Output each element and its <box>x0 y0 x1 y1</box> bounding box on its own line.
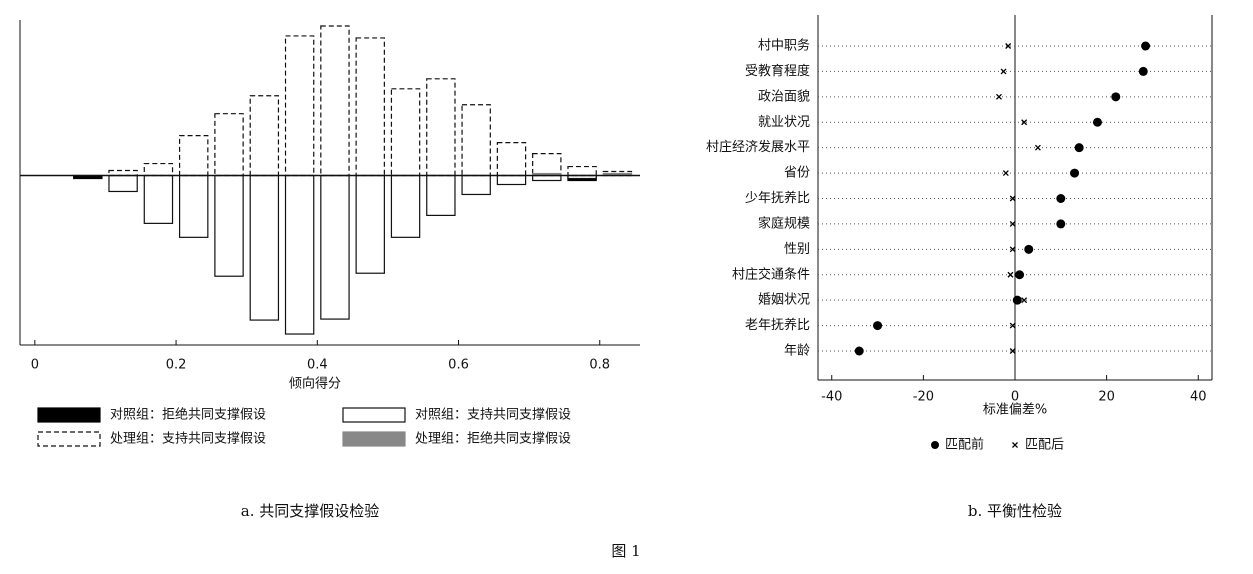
x-tick-label: 40 <box>1190 390 1207 405</box>
y-tick-label: 老年抚养比 <box>745 317 810 333</box>
point <box>1009 348 1016 354</box>
y-tick-label: 政治面貌 <box>758 89 810 104</box>
x-tick-label: 0.6 <box>448 358 469 373</box>
y-tick-label: 受教育程度 <box>745 63 810 79</box>
point <box>1070 168 1080 178</box>
legend-label: 对照组：拒绝共同支撑假设 <box>110 407 266 423</box>
bar <box>532 152 562 177</box>
y-tick-label: 性别 <box>784 242 810 257</box>
legend-swatch <box>37 407 101 423</box>
bar <box>178 174 209 238</box>
y-tick-label: 婚姻状况 <box>758 293 810 308</box>
bar <box>496 174 527 186</box>
bar <box>143 174 174 224</box>
point <box>1000 68 1007 75</box>
point <box>1024 244 1034 254</box>
bar <box>320 174 350 320</box>
bar <box>284 35 315 177</box>
x-axis-label: 倾向得分 <box>289 376 341 392</box>
point <box>1002 170 1009 177</box>
chart-title: b. 平衡性检验 <box>968 502 1062 520</box>
x-tick-label: -20 <box>913 390 934 405</box>
chart-title: a. 共同支撑假设检验 <box>241 502 379 520</box>
y-tick-label: 村中职务 <box>758 38 810 54</box>
x-axis-label: 标准偏差% <box>983 403 1047 418</box>
y-tick-label: 村庄交通条件 <box>732 266 810 282</box>
bar <box>214 174 244 277</box>
point <box>1034 144 1041 151</box>
bar <box>390 88 421 177</box>
point <box>1009 322 1016 329</box>
bar <box>178 135 209 177</box>
y-tick-label: 年龄 <box>784 344 810 359</box>
point <box>1021 119 1028 126</box>
bar <box>320 25 350 177</box>
bar <box>426 174 456 216</box>
bar <box>355 37 385 177</box>
point <box>1021 297 1028 304</box>
x-tick-label: 0 <box>1011 390 1019 405</box>
bar <box>214 113 244 177</box>
x-tick-label: 20 <box>1098 390 1115 405</box>
x-tick-label: 0.2 <box>166 358 187 373</box>
figure-caption: 图 1 <box>611 542 640 560</box>
point <box>1141 41 1151 51</box>
legend-swatch <box>342 407 406 423</box>
point <box>1056 219 1066 229</box>
bar <box>284 174 315 335</box>
x-tick-label: -40 <box>821 390 842 405</box>
point <box>1092 117 1102 127</box>
bar <box>249 95 280 177</box>
bar <box>108 174 138 193</box>
point <box>1009 246 1016 253</box>
legend-swatch <box>37 431 101 447</box>
point <box>854 346 864 356</box>
point <box>1005 43 1012 49</box>
legend-label: 处理组：拒绝共同支撑假设 <box>415 431 571 447</box>
y-tick-label: 少年抚养比 <box>745 190 810 206</box>
point <box>1007 271 1014 278</box>
y-tick-label: 就业状况 <box>758 115 810 130</box>
bar <box>461 104 491 177</box>
bar <box>143 162 174 177</box>
x-tick-label: 0.8 <box>589 358 610 373</box>
x-tick-label: 0 <box>31 358 39 373</box>
legend-label: 匹配前 <box>945 437 984 453</box>
point <box>1111 92 1121 102</box>
legend-label: 处理组：支持共同支撑假设 <box>110 432 266 447</box>
bar <box>496 142 527 177</box>
x-tick-label: 0.4 <box>307 358 328 373</box>
y-tick-label: 村庄经济发展水平 <box>706 139 810 155</box>
legend-label: 对照组：支持共同支撑假设 <box>415 408 571 423</box>
point <box>1074 143 1084 153</box>
point <box>1012 295 1022 305</box>
bar <box>426 78 456 177</box>
bar <box>390 174 421 238</box>
point <box>1009 220 1016 227</box>
point <box>996 93 1002 100</box>
bar <box>355 174 385 274</box>
legend-label: 匹配后 <box>1025 438 1064 453</box>
bar <box>249 174 280 321</box>
legend-marker <box>1012 442 1018 448</box>
point <box>1015 270 1025 280</box>
point <box>1138 66 1148 76</box>
legend-marker <box>931 441 939 449</box>
legend-swatch <box>342 431 406 447</box>
bar <box>567 165 597 177</box>
point <box>873 321 883 331</box>
y-tick-label: 省份 <box>784 166 810 181</box>
bar <box>461 174 491 196</box>
point <box>1056 194 1066 203</box>
point <box>1009 195 1016 202</box>
y-tick-label: 家庭规模 <box>758 215 810 231</box>
